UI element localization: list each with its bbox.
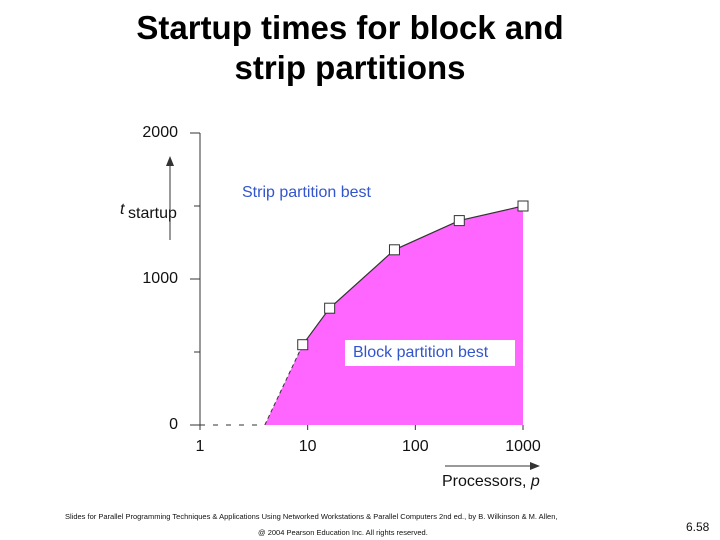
annotation-box (345, 340, 515, 366)
y-tick-label: 2000 (142, 124, 178, 141)
x-tick-label: 100 (402, 438, 429, 455)
title: Startup times for block and strip partit… (136, 9, 564, 86)
y-tick-label: 1000 (142, 270, 178, 287)
x-arrowhead (530, 462, 540, 470)
x-tick-label: 10 (299, 438, 317, 455)
footer: @ 2004 Pearson Education Inc. All rights… (258, 528, 428, 537)
annotation: Block partition best (353, 344, 489, 361)
x-label: Processors, p (442, 473, 540, 490)
footer: Slides for Parallel Programming Techniqu… (65, 512, 558, 521)
marker (324, 302, 336, 314)
y-arrowhead (166, 156, 174, 166)
x-label-text: Processors, (442, 473, 531, 490)
marker (453, 215, 465, 227)
area (264, 206, 523, 425)
plot (264, 200, 529, 426)
y-label-sub: startup (128, 205, 177, 222)
annotation: Strip partition best (242, 184, 372, 201)
marker (388, 244, 400, 256)
page-number: 6.58 (686, 520, 710, 534)
marker (297, 339, 309, 351)
marker (517, 200, 529, 212)
curve-start (264, 344, 304, 426)
y-tick-label: 0 (169, 416, 178, 433)
y-label: t (120, 201, 125, 218)
x-tick-label: 1 (196, 438, 205, 455)
x-tick-label: 1000 (505, 438, 541, 455)
x-label-var: p (530, 473, 540, 490)
